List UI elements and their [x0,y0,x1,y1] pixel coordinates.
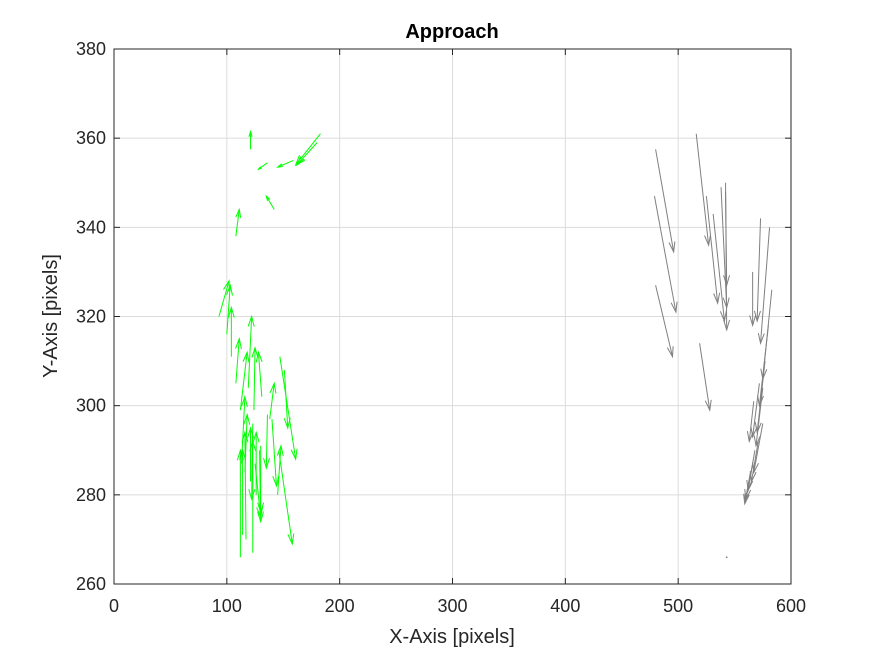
vector-arrow [235,337,242,384]
vector-arrow [279,356,298,461]
vector-arrow [276,444,284,495]
vector-arrow [239,350,250,411]
vector-arrow [655,149,676,254]
vector-arrow [750,383,760,439]
vector-arrow [251,345,259,411]
x-tick-label: 600 [776,596,806,616]
x-tick-label: 300 [437,596,467,616]
x-axis-label: X-Axis [pixels] [389,626,515,648]
vector-arrow [744,481,750,502]
vector-arrow [247,426,255,482]
vector-arrow [746,401,755,444]
vector-arrow [241,430,249,540]
vector-arrow [269,381,277,420]
vector-arrow [276,159,294,168]
vector-arrow [278,450,295,546]
vector-arrow [247,314,255,388]
vector-arrow [235,207,242,237]
vector-arrow [236,448,244,558]
vector-arrow [249,439,257,553]
x-tick-label: 200 [325,596,355,616]
tick-marks [113,48,792,585]
y-tick-label: 340 [76,217,106,237]
vector-arrow [753,387,764,448]
vector-arrow [257,162,268,171]
vector-arrow [283,369,291,430]
y-tick-label: 260 [76,574,106,594]
y-tick-label: 320 [76,307,106,327]
vector-arrow [753,218,762,323]
y-tick-label: 280 [76,485,106,505]
x-tick-label: 400 [550,596,580,616]
vector-arrow [749,271,757,328]
vector-arrow [295,142,318,167]
y-tick-label: 360 [76,128,106,148]
y-tick-label: 380 [76,39,106,59]
y-axis-label: Y-Axis [pixels] [40,254,62,378]
x-tick-label: 500 [663,596,693,616]
vector-arrow [655,285,674,359]
vector-arrow [265,194,275,210]
vector-arrow [252,430,260,495]
vector-arrow [227,305,235,357]
x-tick-label: 0 [109,596,119,616]
vector-arrow [271,419,280,488]
vector-arrow [699,343,712,412]
vector-arrow [263,414,271,470]
vector-arrow [226,283,234,335]
y-tick-label: 300 [76,396,106,416]
vector-arrow [752,423,764,475]
vector-arrow [695,133,711,247]
vector-arrow [757,227,771,345]
vector-arrow [255,350,263,397]
vector-arrow [725,556,728,559]
x-tick-label: 100 [212,596,242,616]
vector-arrow [723,182,731,332]
vector-arrow [248,129,253,150]
vector-arrow [257,450,265,524]
vector-arrow [653,196,678,314]
chart-title: Approach [405,21,498,43]
vector-arrow [757,325,769,408]
vector-arrow [705,196,721,305]
vector-field [218,129,773,559]
